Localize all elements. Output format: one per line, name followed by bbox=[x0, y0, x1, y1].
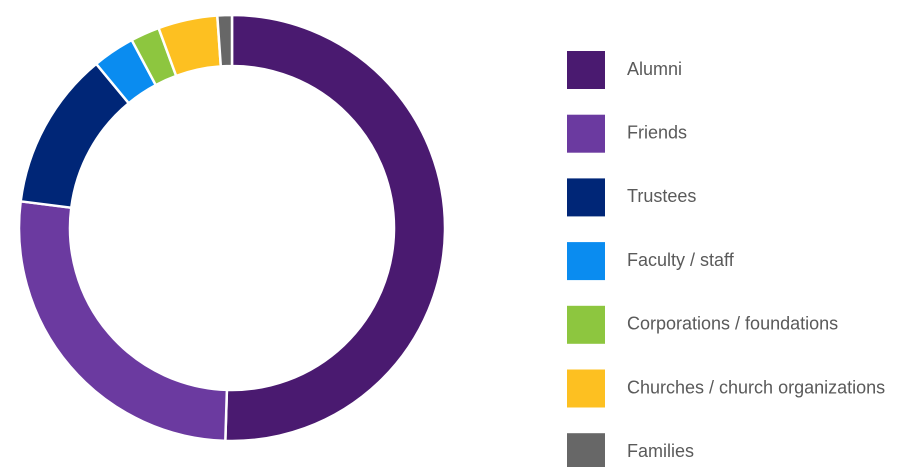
legend-label: Corporations / foundations bbox=[627, 314, 838, 334]
legend-label: Faculty / staff bbox=[627, 250, 735, 270]
legend-swatch bbox=[567, 178, 605, 217]
legend-swatch bbox=[567, 305, 605, 344]
legend-swatch bbox=[567, 242, 605, 281]
legend-swatch bbox=[567, 369, 605, 408]
legend-swatch bbox=[567, 51, 605, 89]
legend-label: Families bbox=[627, 441, 694, 461]
donut-segment bbox=[215, 13, 234, 68]
legend-swatch bbox=[567, 114, 605, 153]
legend-label: Alumni bbox=[627, 59, 682, 79]
legend-label: Churches / church organizations bbox=[627, 377, 885, 397]
legend-swatch bbox=[567, 433, 605, 467]
donut-segment bbox=[224, 13, 447, 443]
legend-label: Friends bbox=[627, 122, 687, 142]
legend-label: Trustees bbox=[627, 186, 696, 206]
donut-segment bbox=[17, 199, 229, 443]
